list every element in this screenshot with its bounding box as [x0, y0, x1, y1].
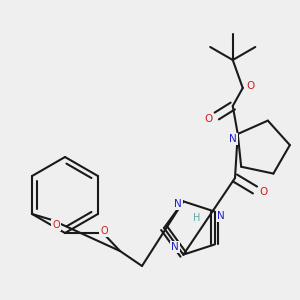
Text: N: N — [229, 134, 237, 144]
Text: N: N — [175, 200, 182, 209]
Text: O: O — [247, 81, 255, 91]
Text: O: O — [205, 114, 213, 124]
Text: O: O — [100, 226, 108, 236]
Text: H: H — [194, 213, 201, 223]
Text: O: O — [52, 220, 60, 230]
Text: N: N — [172, 242, 179, 252]
Text: O: O — [259, 187, 267, 197]
Text: N: N — [217, 211, 224, 220]
